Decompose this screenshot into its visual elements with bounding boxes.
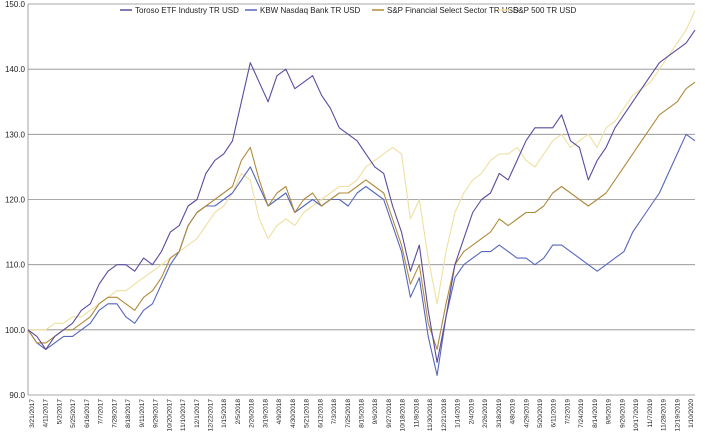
y-tick-label: 110.0: [6, 261, 26, 270]
x-tick-label: 3/18/2019: [496, 399, 503, 428]
x-tick-label: 2/26/2018: [249, 399, 256, 428]
x-tick-label: 5/21/2018: [304, 399, 311, 428]
x-tick-label: 7/24/2019: [578, 399, 585, 428]
legend: Toroso ETF Industry TR USD KBW Nasdaq Ban…: [120, 6, 577, 15]
y-axis-ticks: 90.0 100.0 110.0 120.0 130.0 140.0 150.0: [5, 0, 26, 400]
x-tick-label: 5/2/2017: [56, 399, 63, 425]
series-lines: [27, 10, 696, 376]
series-line-1: [27, 133, 696, 376]
series-line-3: [28, 10, 696, 331]
x-tick-label: 8/14/2019: [592, 399, 599, 428]
x-tick-label: 10/20/2017: [166, 399, 173, 432]
x-tick-label: 9/29/2017: [153, 399, 160, 428]
legend-label-0: Toroso ETF Industry TR USD: [135, 6, 239, 15]
gridlines: [27, 3, 695, 396]
y-tick-label: 90.0: [9, 391, 25, 400]
series-line-0: [27, 29, 696, 363]
series-line-2: [27, 81, 696, 350]
x-tick-label: 7/28/2017: [111, 399, 118, 428]
x-tick-label: 9/11/2017: [139, 399, 146, 428]
x-tick-label: 7/25/2018: [345, 399, 352, 428]
y-tick-label: 140.0: [5, 65, 26, 74]
legend-label-3: S&P 500 TR USD: [513, 6, 577, 15]
y-tick-label: 100.0: [5, 326, 26, 335]
x-tick-label: 6/11/2019: [551, 399, 558, 428]
x-tick-label: 9/26/2019: [619, 399, 626, 428]
x-tick-label: 9/5/2019: [606, 399, 613, 425]
x-tick-label: 7/2/2019: [564, 399, 571, 425]
x-tick-label: 11/7/2019: [647, 399, 654, 428]
x-tick-label: 1/14/2019: [455, 399, 462, 428]
x-tick-label: 10/18/2018: [400, 399, 407, 432]
x-tick-label: 11/8/2018: [413, 399, 420, 428]
x-tick-label: 4/8/2019: [510, 399, 517, 425]
x-tick-label: 11/28/2019: [661, 399, 668, 431]
x-tick-label: 9/6/2018: [372, 399, 379, 425]
x-tick-label: 12/1/2017: [194, 399, 201, 428]
x-tick-label: 6/16/2017: [84, 399, 91, 428]
legend-label-1: KBW Nasdaq Bank TR USD: [260, 6, 361, 15]
x-tick-label: 4/9/2018: [276, 399, 283, 425]
y-tick-label: 130.0: [5, 130, 26, 139]
x-tick-label: 4/30/2018: [290, 399, 297, 428]
x-tick-label: 7/3/2018: [331, 399, 338, 425]
x-tick-label: 12/22/2017: [207, 399, 214, 432]
x-tick-label: 5/20/2019: [537, 399, 544, 428]
x-axis-ticks: 3/21/2017 4/11/2017 5/2/2017 5/25/2017 6/16/…: [29, 399, 695, 432]
x-tick-label: 11/30/2018: [427, 399, 434, 431]
legend-label-2: S&P Financial Select Sector TR USD: [387, 6, 519, 15]
x-tick-label: 12/21/2018: [441, 399, 448, 432]
x-tick-label: 2/26/2019: [482, 399, 489, 428]
x-tick-label: 2/5/2018: [235, 399, 242, 425]
x-tick-label: 6/12/2018: [317, 399, 324, 428]
x-tick-label: 8/15/2018: [359, 399, 366, 428]
x-tick-label: 8/18/2017: [125, 399, 132, 428]
x-tick-label: 3/19/2018: [262, 399, 269, 428]
x-tick-label: 5/25/2017: [70, 399, 77, 428]
x-tick-label: 7/7/2017: [98, 399, 105, 425]
x-tick-label: 3/21/2017: [29, 399, 36, 428]
x-tick-label: 2/4/2019: [468, 399, 475, 425]
y-tick-label: 150.0: [5, 0, 26, 9]
x-tick-label: 12/19/2019: [674, 399, 681, 432]
x-tick-label: 10/17/2019: [633, 399, 640, 432]
x-tick-label: 1/10/2020: [688, 399, 695, 428]
x-tick-label: 4/11/2017: [43, 399, 50, 428]
x-tick-label: 11/10/2017: [180, 399, 187, 431]
y-tick-label: 120.0: [5, 196, 26, 205]
x-tick-label: 9/27/2018: [386, 399, 393, 428]
x-tick-label: 1/15/2018: [221, 399, 228, 428]
x-tick-label: 4/29/2019: [523, 399, 530, 428]
